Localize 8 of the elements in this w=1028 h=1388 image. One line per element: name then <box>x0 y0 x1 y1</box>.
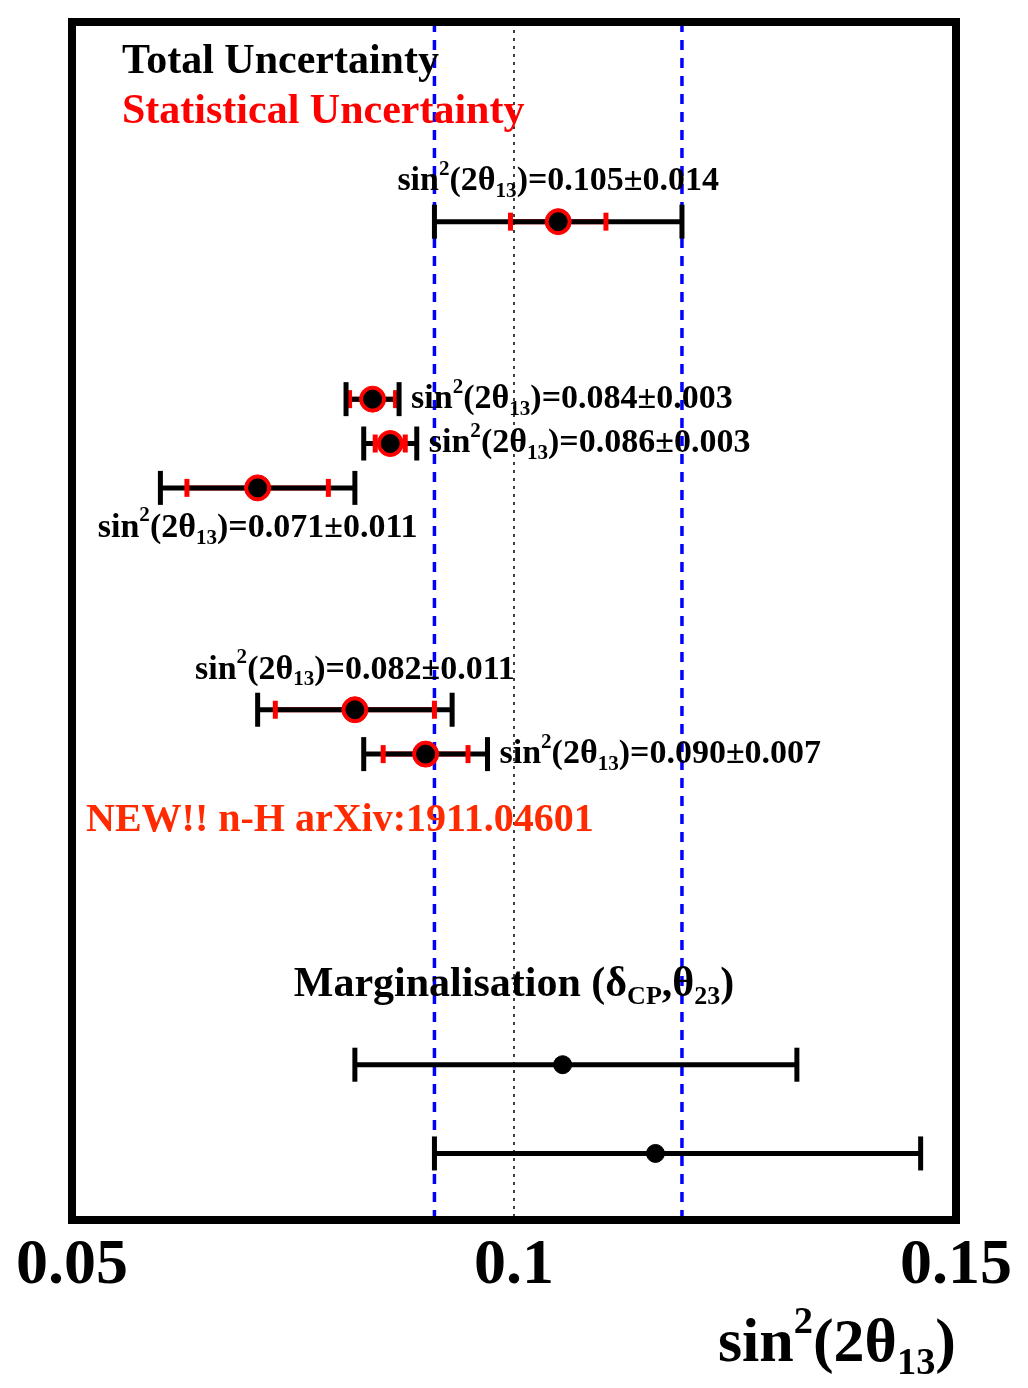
text: Total Uncertainty <box>122 35 439 82</box>
x-tick-label: 0.05 <box>16 1225 128 1297</box>
x-tick-label: 0.15 <box>900 1225 1012 1297</box>
point <box>645 1143 665 1163</box>
x-tick-label: 0.1 <box>474 1225 554 1297</box>
point <box>553 1055 573 1075</box>
annotation: NEW!! n-H arXiv:1911.04601 <box>86 794 594 840</box>
series-label: Statistical Uncertainty <box>122 85 525 132</box>
